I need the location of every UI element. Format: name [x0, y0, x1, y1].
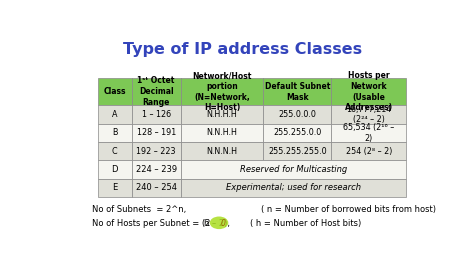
Text: N.H.H.H: N.H.H.H: [207, 110, 237, 119]
Bar: [132, 78, 181, 105]
Bar: [264, 142, 331, 160]
Bar: [181, 160, 406, 178]
Text: E: E: [112, 183, 118, 192]
Text: Type of IP address Classes: Type of IP address Classes: [123, 42, 363, 57]
Text: Network/Host
portion
(N=Network,
H=Host): Network/Host portion (N=Network, H=Host): [192, 71, 252, 112]
Text: 128 – 191: 128 – 191: [137, 128, 176, 137]
Bar: [331, 142, 406, 160]
Bar: [98, 142, 132, 160]
Text: No of Subnets  = 2^n,: No of Subnets = 2^n,: [92, 205, 187, 214]
Text: h – 2),: h – 2),: [204, 219, 230, 228]
Bar: [98, 124, 132, 142]
Bar: [98, 105, 132, 124]
Bar: [181, 78, 264, 105]
Text: D: D: [111, 165, 118, 174]
Bar: [181, 124, 264, 142]
Bar: [132, 142, 181, 160]
Bar: [98, 178, 132, 197]
Text: ( n = Number of borrowed bits from host): ( n = Number of borrowed bits from host): [261, 205, 436, 214]
Text: Reserved for Multicasting: Reserved for Multicasting: [240, 165, 347, 174]
Bar: [181, 178, 406, 197]
Bar: [98, 160, 132, 178]
Text: 254 (2⁸ – 2): 254 (2⁸ – 2): [346, 147, 392, 156]
Bar: [264, 105, 331, 124]
Text: 255.0.0.0: 255.0.0.0: [278, 110, 316, 119]
Text: Default Subnet
Mask: Default Subnet Mask: [264, 82, 330, 102]
Bar: [132, 178, 181, 197]
Text: N.N.N.H: N.N.N.H: [207, 147, 237, 156]
Text: 0: 0: [220, 219, 225, 228]
Text: N.N.H.H: N.N.H.H: [207, 128, 237, 137]
Text: 255.255.0.0: 255.255.0.0: [273, 128, 321, 137]
Text: 65,534 (2¹⁶ –
2): 65,534 (2¹⁶ – 2): [343, 123, 394, 143]
Text: ( h = Number of Host bits): ( h = Number of Host bits): [250, 219, 362, 228]
Text: Class: Class: [103, 87, 126, 96]
Bar: [132, 160, 181, 178]
Text: 192 – 223: 192 – 223: [137, 147, 176, 156]
Bar: [331, 78, 406, 105]
Text: B: B: [112, 128, 118, 137]
Bar: [132, 124, 181, 142]
Bar: [331, 124, 406, 142]
Text: No of Hosts per Subnet = (2: No of Hosts per Subnet = (2: [92, 219, 210, 228]
Ellipse shape: [210, 217, 228, 229]
Bar: [264, 78, 331, 105]
Text: 255.255.255.0: 255.255.255.0: [268, 147, 327, 156]
Bar: [181, 142, 264, 160]
Bar: [331, 105, 406, 124]
Bar: [132, 105, 181, 124]
Text: Experimental; used for research: Experimental; used for research: [226, 183, 361, 192]
Text: 1 – 126: 1 – 126: [142, 110, 171, 119]
Text: 16,777,214
(2²⁴ – 2): 16,777,214 (2²⁴ – 2): [346, 105, 392, 124]
Bar: [264, 124, 331, 142]
Text: C: C: [112, 147, 118, 156]
Text: 240 – 254: 240 – 254: [136, 183, 177, 192]
Bar: [181, 105, 264, 124]
Bar: [98, 78, 132, 105]
Text: A: A: [112, 110, 118, 119]
Text: 224 – 239: 224 – 239: [136, 165, 177, 174]
Text: Hosts per
Network
(Usable
Addresses): Hosts per Network (Usable Addresses): [345, 71, 393, 112]
Text: 1ˢᵗ Octet
Decimal
Range: 1ˢᵗ Octet Decimal Range: [137, 76, 175, 107]
